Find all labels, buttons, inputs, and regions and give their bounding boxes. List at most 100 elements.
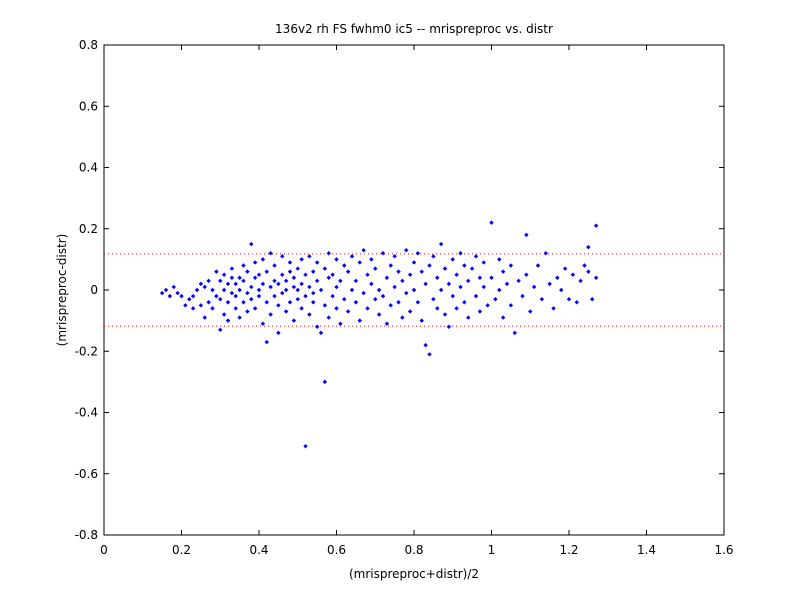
- data-point: [280, 254, 285, 259]
- data-point: [578, 278, 583, 284]
- data-point: [307, 284, 312, 290]
- x-axis-ticks: 0 0.2 0.4 0.6 0.8 1 1.2 1.4 1.6: [100, 45, 734, 557]
- data-point: [314, 278, 320, 284]
- x-tick-label: 0: [100, 543, 108, 557]
- data-point: [249, 241, 254, 247]
- y-tick-label: 0.4: [79, 161, 98, 175]
- data-point: [415, 251, 421, 256]
- data-point: [369, 257, 374, 262]
- data-point: [361, 247, 366, 253]
- data-point: [520, 293, 525, 299]
- data-point: [353, 300, 359, 305]
- data-point: [365, 306, 370, 311]
- data-point: [349, 287, 355, 293]
- data-point: [388, 263, 393, 268]
- data-point: [287, 260, 293, 265]
- data-point: [214, 293, 219, 299]
- data-point: [586, 269, 591, 274]
- data-point: [353, 278, 359, 284]
- y-tick-label: 0.6: [79, 99, 98, 113]
- data-point: [314, 324, 320, 329]
- data-point: [411, 287, 417, 293]
- x-tick-label: 1.4: [637, 543, 656, 557]
- data-point: [272, 263, 277, 268]
- data-point: [400, 315, 405, 320]
- y-tick-label: -0.2: [75, 344, 98, 358]
- data-point: [419, 269, 424, 274]
- x-tick-label: 0.6: [327, 543, 346, 557]
- data-point: [334, 284, 339, 290]
- data-point: [233, 293, 238, 299]
- data-point: [210, 306, 215, 311]
- data-point: [237, 287, 242, 293]
- data-point: [287, 269, 293, 274]
- y-tick-label: 0.8: [79, 38, 98, 52]
- data-point: [454, 306, 459, 311]
- data-point: [326, 251, 331, 256]
- data-point: [218, 278, 223, 284]
- data-point: [392, 254, 397, 259]
- data-point: [190, 306, 196, 311]
- data-point: [485, 303, 490, 308]
- data-point: [373, 266, 378, 271]
- data-point: [241, 263, 246, 268]
- data-point: [423, 342, 428, 348]
- y-tick-label: -0.6: [75, 467, 98, 481]
- data-point: [276, 303, 281, 308]
- data-point: [396, 300, 401, 305]
- y-axis-label: (mrispreproc-distr): [55, 234, 69, 347]
- data-point: [190, 293, 196, 299]
- data-point: [500, 315, 506, 320]
- data-point: [446, 281, 452, 287]
- data-point: [407, 272, 413, 277]
- data-point: [365, 272, 370, 277]
- data-point: [311, 290, 316, 296]
- data-point: [276, 330, 281, 336]
- data-point: [268, 312, 273, 317]
- data-point: [268, 284, 273, 290]
- data-point: [423, 281, 428, 287]
- data-point: [462, 263, 467, 268]
- data-point: [202, 284, 207, 290]
- data-point: [446, 324, 452, 329]
- data-point: [249, 296, 254, 302]
- data-point: [524, 272, 529, 277]
- data-point: [442, 312, 448, 317]
- data-point: [264, 300, 269, 305]
- data-point: [330, 293, 335, 299]
- data-point: [454, 272, 459, 277]
- data-point: [237, 275, 242, 280]
- y-tick-label: -0.4: [75, 406, 98, 420]
- data-point: [473, 254, 479, 259]
- data-point: [566, 296, 572, 302]
- data-point: [280, 290, 285, 296]
- data-point: [233, 281, 238, 287]
- data-point: [442, 266, 448, 271]
- data-point: [345, 269, 351, 274]
- data-point: [500, 269, 506, 274]
- data-point: [291, 275, 297, 280]
- data-point: [334, 257, 339, 262]
- data-point: [249, 284, 254, 290]
- data-point: [318, 330, 324, 336]
- reference-lines: [104, 253, 724, 327]
- data-point: [194, 287, 200, 293]
- data-point: [260, 257, 266, 262]
- data-point: [206, 278, 211, 284]
- data-point: [473, 293, 479, 299]
- data-point: [357, 318, 362, 323]
- data-point: [295, 266, 300, 271]
- data-point: [311, 300, 316, 305]
- chart-title: 136v2 rh FS fwhm0 ic5 -- mrispreproc vs.…: [275, 22, 553, 36]
- data-point: [376, 312, 382, 317]
- data-point: [229, 290, 235, 296]
- data-point: [411, 260, 417, 265]
- data-point: [264, 339, 269, 345]
- data-point: [435, 275, 440, 280]
- x-tick-label: 1.6: [714, 543, 733, 557]
- data-point: [539, 296, 545, 302]
- data-point: [187, 296, 192, 302]
- data-point: [268, 251, 273, 256]
- data-point: [535, 263, 541, 268]
